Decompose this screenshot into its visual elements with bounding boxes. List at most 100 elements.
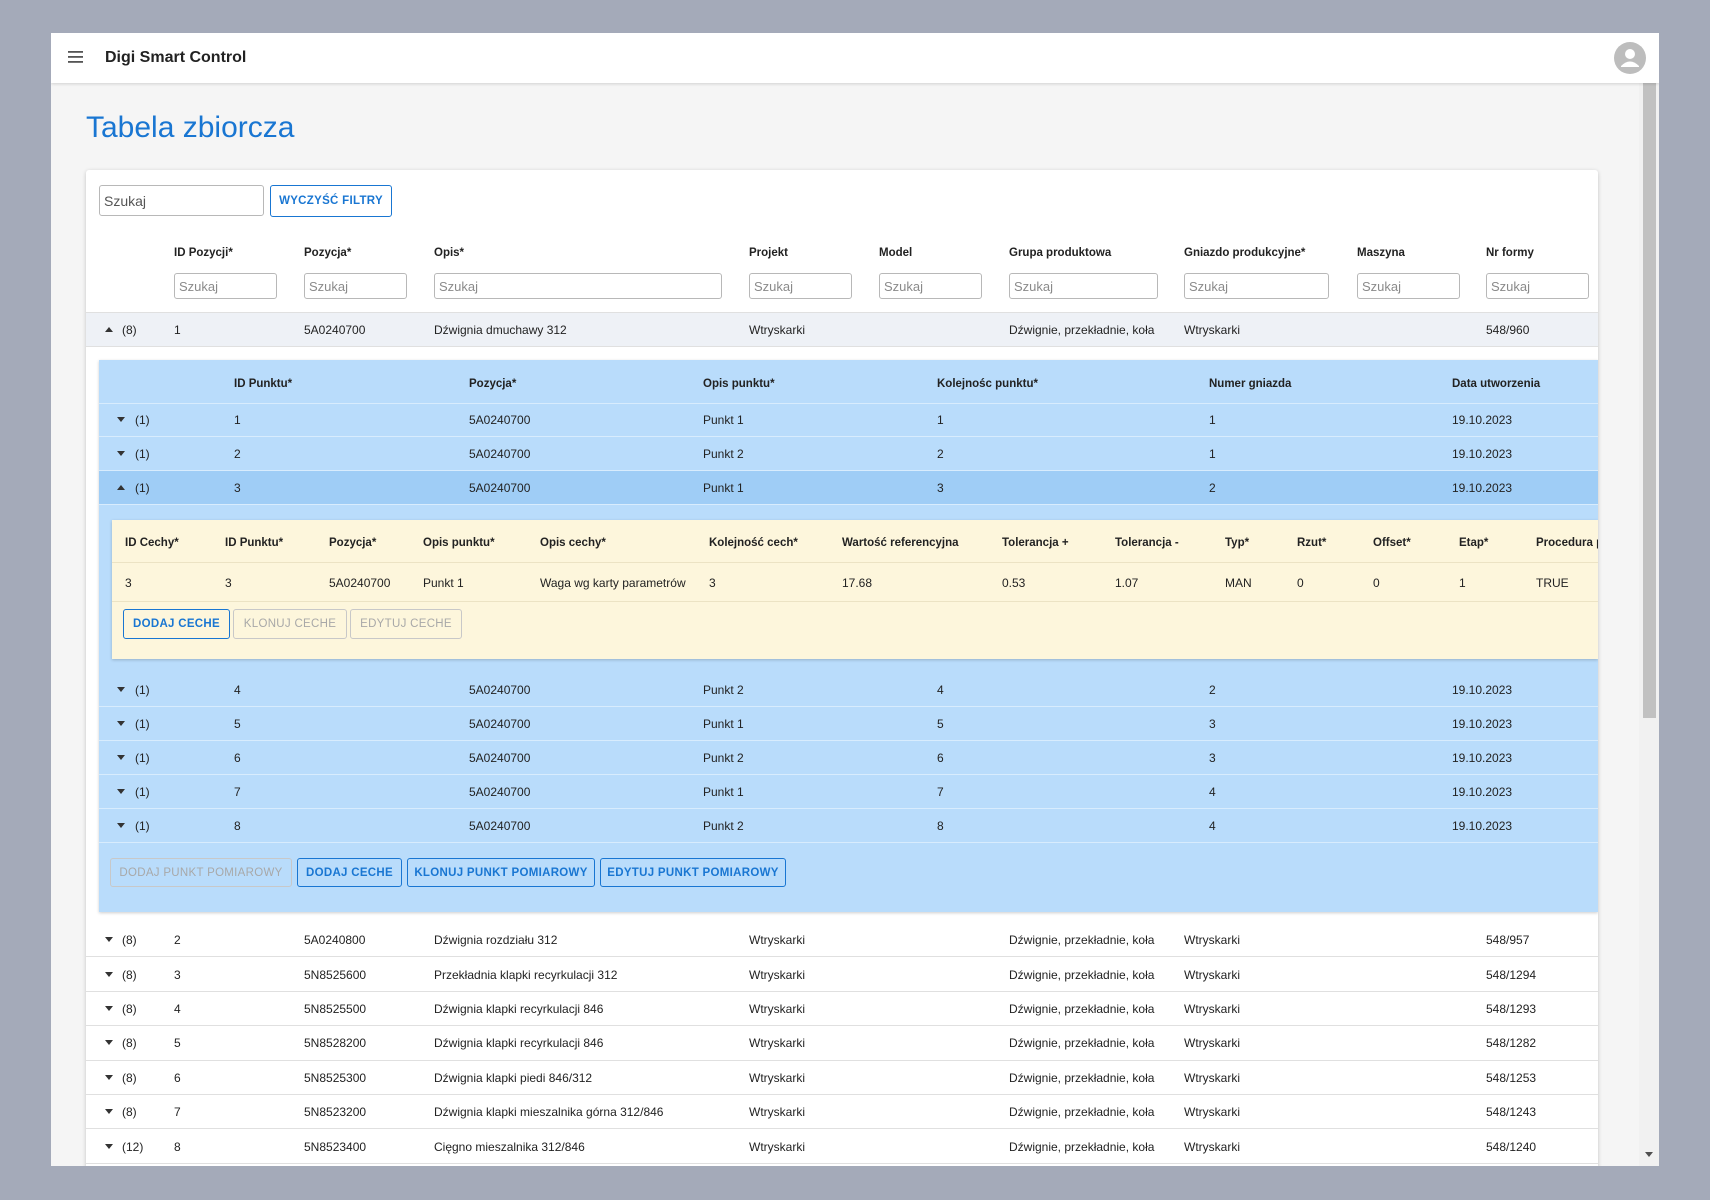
column-header: Opis punktu* <box>703 378 775 390</box>
feature-button[interactable]: DODAJ CECHE <box>123 609 230 639</box>
cell: 6 <box>937 751 944 765</box>
cell: 5N8525300 <box>304 1070 367 1085</box>
cell: 5N8523400 <box>304 1139 367 1154</box>
column-filter[interactable]: Szukaj <box>434 273 722 299</box>
column-filter[interactable]: Szukaj <box>1486 273 1589 299</box>
table-row[interactable] <box>86 992 1598 1027</box>
cell: 2 <box>234 447 241 461</box>
cell: 4 <box>937 683 944 697</box>
cell: Dźwignia dmuchawy 312 <box>434 323 567 337</box>
table-row[interactable] <box>86 923 1598 958</box>
point-row[interactable] <box>99 471 1598 505</box>
cell: 3 <box>225 576 232 590</box>
column-header: Data utworzenia <box>1452 378 1541 390</box>
cell: Dźwignie, przekładnie, koła <box>1009 1036 1155 1051</box>
cell: 5N8525500 <box>304 1002 367 1016</box>
expand-icon[interactable] <box>105 1040 113 1046</box>
cell: Dźwignie, przekładnie, koła <box>1009 1070 1155 1085</box>
point-button[interactable]: EDYTUJ PUNKT POMIAROWY <box>600 858 786 887</box>
cell: 5N8528200 <box>304 1036 367 1051</box>
cell: Cięgno mieszalnika 312/846 <box>434 1139 585 1154</box>
expand-icon[interactable] <box>105 1006 113 1011</box>
table-row[interactable] <box>86 1061 1598 1095</box>
table-row[interactable] <box>86 1095 1598 1130</box>
cell: 7 <box>174 1105 181 1120</box>
cell: 548/1293 <box>1486 1002 1537 1016</box>
column-header: Pozycja* <box>329 537 377 549</box>
cell: Dźwignie, przekładnie, koła <box>1009 1105 1155 1120</box>
column-filter[interactable]: Szukaj <box>1009 273 1158 299</box>
point-row[interactable] <box>99 437 1598 471</box>
cell: Dźwignia klapki mieszalnika górna 312/84… <box>434 1105 664 1120</box>
column-header: Numer gniazda <box>1209 378 1292 390</box>
expand-icon[interactable] <box>117 451 125 456</box>
expand-icon[interactable] <box>117 687 125 692</box>
column-filter[interactable]: Szukaj <box>879 273 982 299</box>
table-row[interactable] <box>86 957 1598 992</box>
cell: 19.10.2023 <box>1452 683 1513 697</box>
column-header: Maszyna <box>1357 247 1405 259</box>
table-row[interactable] <box>86 1129 1598 1164</box>
expand-icon[interactable] <box>105 1109 113 1115</box>
features-panel: ID Cechy* ID Punktu* Pozycja* Opis punktu* O… <box>112 520 1598 659</box>
expand-icon[interactable] <box>105 937 113 943</box>
cell: Wtryskarki <box>1184 967 1240 982</box>
cell: 6 <box>234 751 241 765</box>
column-filter[interactable]: Szukaj <box>1184 273 1329 299</box>
collapse-icon[interactable] <box>117 485 125 490</box>
expand-icon[interactable] <box>105 1074 113 1080</box>
cell: 5A0240700 <box>329 576 391 590</box>
cell: 5A0240700 <box>469 447 531 461</box>
clear-filters-button[interactable]: WYCZYŚĆ FILTRY <box>270 185 392 217</box>
expand-icon[interactable] <box>117 721 125 726</box>
cell: 2 <box>174 933 181 948</box>
cell: 8 <box>174 1139 181 1154</box>
point-row[interactable] <box>99 775 1598 809</box>
table-row[interactable] <box>86 1026 1598 1061</box>
expand-icon[interactable] <box>117 789 125 794</box>
cell: Dźwignie, przekładnie, koła <box>1009 1139 1155 1154</box>
expand-icon[interactable] <box>117 755 125 760</box>
expand-icon[interactable] <box>117 823 125 828</box>
menu-icon[interactable] <box>68 51 84 63</box>
scrollbar-thumb[interactable] <box>1643 83 1656 718</box>
table-row[interactable] <box>86 313 1598 347</box>
point-button: DODAJ PUNKT POMIAROWY <box>110 858 292 887</box>
column-filter[interactable]: Szukaj <box>749 273 852 299</box>
expand-icon[interactable] <box>105 1143 113 1149</box>
avatar[interactable] <box>1613 41 1647 75</box>
column-filter[interactable]: Szukaj <box>1357 273 1460 299</box>
cell: 17.68 <box>842 576 873 590</box>
cell: Wtryskarki <box>1184 933 1240 948</box>
filter-placeholder: Szukaj <box>309 278 349 294</box>
cell: 19.10.2023 <box>1452 413 1513 427</box>
header-divider <box>86 312 1598 313</box>
scroll-down[interactable] <box>1645 1152 1653 1157</box>
row-count: (1) <box>135 683 150 697</box>
point-button[interactable]: KLONUJ PUNKT POMIAROWY <box>407 858 595 887</box>
cell: 5A0240800 <box>304 933 366 948</box>
collapse-icon[interactable] <box>105 327 113 332</box>
cell: 0 <box>1297 576 1304 590</box>
column-filter[interactable]: Szukaj <box>304 273 407 299</box>
column-header: Pozycja* <box>304 247 352 259</box>
point-button[interactable]: DODAJ CECHE <box>297 858 402 887</box>
column-header: ID Punktu* <box>225 537 284 549</box>
cell: Punkt 1 <box>423 576 464 590</box>
cell: Wtryskarki <box>749 1070 805 1085</box>
point-row[interactable] <box>99 707 1598 741</box>
row-count: (8) <box>122 967 137 982</box>
expand-icon[interactable] <box>105 971 113 977</box>
point-row[interactable] <box>99 741 1598 775</box>
search-placeholder: Szukaj <box>104 192 147 209</box>
column-filter[interactable]: Szukaj <box>174 273 277 299</box>
cell: Dźwignie, przekładnie, koła <box>1009 323 1155 337</box>
feature-button: KLONUJ CECHE <box>233 609 347 639</box>
search-input[interactable]: Szukaj <box>99 185 264 216</box>
cell: 7 <box>234 785 241 799</box>
expand-icon[interactable] <box>117 417 125 422</box>
point-row[interactable] <box>99 809 1598 843</box>
point-row[interactable] <box>99 673 1598 707</box>
filter-placeholder: Szukaj <box>1362 278 1402 294</box>
point-row[interactable] <box>99 403 1598 437</box>
